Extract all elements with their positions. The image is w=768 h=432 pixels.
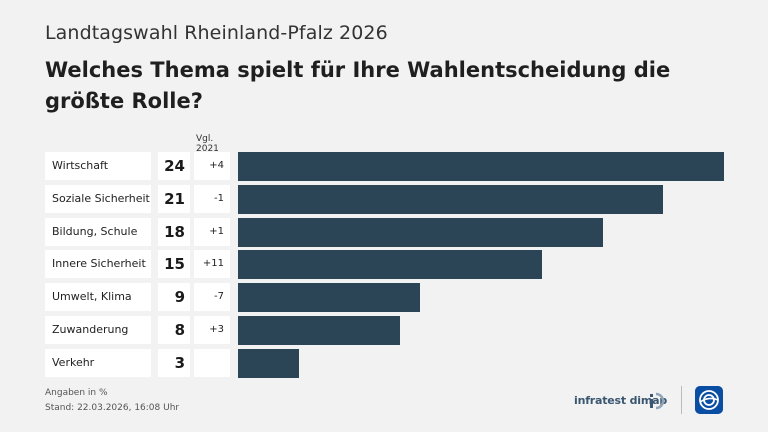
logo-divider [681, 386, 682, 414]
bar [238, 218, 603, 247]
change-label [194, 349, 230, 377]
bar [238, 316, 400, 345]
category-label: Wirtschaft [45, 152, 151, 180]
category-label: Bildung, Schule [45, 218, 151, 246]
bar [238, 152, 724, 181]
bar-row: Verkehr 3 [45, 349, 735, 378]
value-label: 8 [158, 316, 190, 344]
infratest-dimap-wordmark: infratest dimap [574, 394, 667, 407]
category-label: Umwelt, Klima [45, 283, 151, 311]
bar [238, 250, 542, 279]
chart-title: Welches Thema spielt für Ihre Wahlentsch… [45, 58, 671, 113]
infratest-dimap-logo-icon [650, 392, 665, 410]
change-label: -1 [194, 185, 230, 213]
bar-row: Soziale Sicherheit 21 -1 [45, 185, 735, 214]
value-label: 24 [158, 152, 190, 180]
bar [238, 185, 663, 214]
supertitle: Landtagswahl Rheinland-Pfalz 2026 [45, 22, 388, 44]
compare-column-header: Vgl. 2021 [196, 134, 219, 154]
value-label: 21 [158, 185, 190, 213]
change-label: +4 [194, 152, 230, 180]
category-label: Zuwanderung [45, 316, 151, 344]
value-label: 15 [158, 250, 190, 278]
ard-tagesschau-logo-icon [695, 386, 723, 414]
value-label: 9 [158, 283, 190, 311]
timestamp: Stand: 22.03.2026, 16:08 Uhr [45, 403, 180, 413]
bar [238, 283, 420, 312]
change-label: -7 [194, 283, 230, 311]
category-label: Innere Sicherheit [45, 250, 151, 278]
change-label: +11 [194, 250, 230, 278]
change-label: +1 [194, 218, 230, 246]
change-label: +3 [194, 316, 230, 344]
bar-row: Bildung, Schule 18 +1 [45, 218, 735, 247]
value-label: 3 [158, 349, 190, 377]
bar-row: Zuwanderung 8 +3 [45, 316, 735, 345]
bar [238, 349, 299, 378]
category-label: Verkehr [45, 349, 151, 377]
bar-row: Wirtschaft 24 +4 [45, 152, 735, 181]
bar-row: Innere Sicherheit 15 +11 [45, 250, 735, 279]
category-label: Soziale Sicherheit [45, 185, 151, 213]
value-label: 18 [158, 218, 190, 246]
unit-note: Angaben in % [45, 388, 108, 398]
bar-row: Umwelt, Klima 9 -7 [45, 283, 735, 312]
